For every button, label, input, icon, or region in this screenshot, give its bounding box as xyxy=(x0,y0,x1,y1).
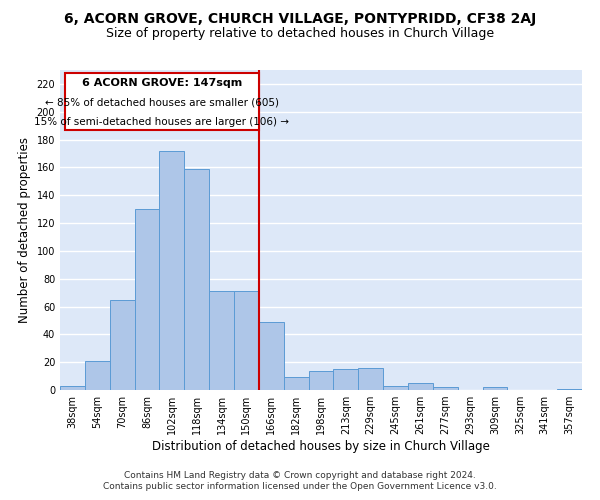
Bar xyxy=(160,150,184,390)
Bar xyxy=(234,291,259,390)
Text: ← 85% of detached houses are smaller (605): ← 85% of detached houses are smaller (60… xyxy=(45,98,279,108)
Text: 15% of semi-detached houses are larger (106) →: 15% of semi-detached houses are larger (… xyxy=(34,116,289,126)
Bar xyxy=(284,378,308,390)
Bar xyxy=(134,209,160,390)
Text: Size of property relative to detached houses in Church Village: Size of property relative to detached ho… xyxy=(106,28,494,40)
Bar xyxy=(184,169,209,390)
Y-axis label: Number of detached properties: Number of detached properties xyxy=(18,137,31,323)
Bar xyxy=(383,386,408,390)
Bar xyxy=(60,386,85,390)
Text: 6, ACORN GROVE, CHURCH VILLAGE, PONTYPRIDD, CF38 2AJ: 6, ACORN GROVE, CHURCH VILLAGE, PONTYPRI… xyxy=(64,12,536,26)
Text: Contains HM Land Registry data © Crown copyright and database right 2024.: Contains HM Land Registry data © Crown c… xyxy=(124,471,476,480)
Bar xyxy=(259,322,284,390)
Bar xyxy=(110,300,134,390)
FancyBboxPatch shape xyxy=(65,73,259,130)
Bar xyxy=(209,291,234,390)
Bar xyxy=(433,387,458,390)
Bar xyxy=(358,368,383,390)
Text: Contains public sector information licensed under the Open Government Licence v3: Contains public sector information licen… xyxy=(103,482,497,491)
Bar xyxy=(482,387,508,390)
Bar xyxy=(557,388,582,390)
Text: 6 ACORN GROVE: 147sqm: 6 ACORN GROVE: 147sqm xyxy=(82,78,242,88)
Bar xyxy=(408,383,433,390)
Bar xyxy=(308,370,334,390)
Bar xyxy=(334,369,358,390)
X-axis label: Distribution of detached houses by size in Church Village: Distribution of detached houses by size … xyxy=(152,440,490,453)
Bar xyxy=(85,361,110,390)
